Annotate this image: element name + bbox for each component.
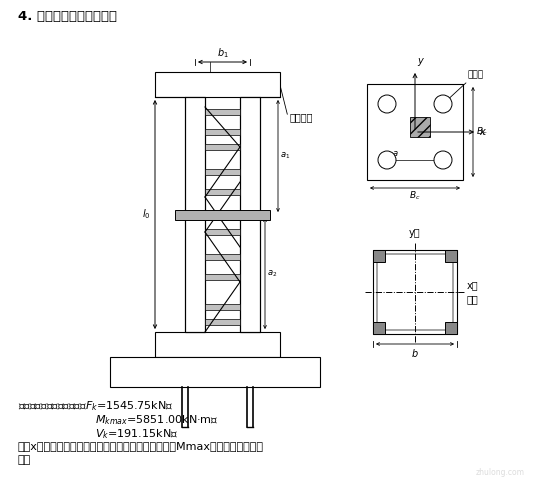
Bar (240, 97, 260, 332)
Bar (367, 84, 463, 180)
Bar (373, 322, 385, 334)
Bar (205, 274, 240, 280)
Bar (373, 250, 385, 262)
Text: 作用于承台顶面的作用力：$F_k$=1545.75kN；: 作用于承台顶面的作用力：$F_k$=1545.75kN； (18, 399, 173, 413)
Text: $M_{kmax}$=5851.00kN·m；: $M_{kmax}$=5851.00kN·m； (95, 413, 218, 427)
Text: y轴: y轴 (409, 228, 421, 238)
Text: $B_c$: $B_c$ (476, 126, 488, 138)
Bar (110, 357, 320, 387)
Bar (185, 97, 205, 332)
Bar (373, 250, 457, 334)
Text: $b$: $b$ (411, 347, 419, 359)
Bar (205, 109, 240, 115)
Bar (155, 332, 280, 357)
Circle shape (434, 95, 452, 113)
Text: x轴: x轴 (467, 280, 479, 290)
Bar (185, 97, 205, 332)
Bar (410, 117, 430, 137)
Text: $a_1$: $a_1$ (280, 151, 290, 161)
Bar (185, 97, 205, 332)
Bar (205, 229, 240, 235)
Text: 算。: 算。 (18, 455, 31, 465)
Circle shape (378, 151, 396, 169)
Bar (240, 97, 260, 332)
Text: $y$: $y$ (417, 56, 425, 68)
Bar (445, 322, 457, 334)
Bar (175, 210, 270, 220)
Text: $B_c$: $B_c$ (409, 190, 421, 203)
Text: $a_2$: $a_2$ (267, 268, 277, 279)
Bar (155, 72, 280, 97)
Text: 弦条: 弦条 (467, 294, 479, 304)
Text: 塔吊承台: 塔吊承台 (290, 112, 314, 122)
Text: $x$: $x$ (479, 127, 487, 137)
Bar (205, 254, 240, 260)
Bar (205, 129, 240, 135)
Text: 4. 每根格构柱的受力计算: 4. 每根格构柱的受力计算 (18, 10, 117, 23)
Bar (240, 97, 260, 332)
Text: zhulong.com: zhulong.com (475, 468, 525, 477)
Text: 图中x轴的方向是随时变化的，计算时应按照倾覆力矩Mmax最不利方向进行验: 图中x轴的方向是随时变化的，计算时应按照倾覆力矩Mmax最不利方向进行验 (18, 441, 264, 451)
Bar (445, 250, 457, 262)
Circle shape (378, 95, 396, 113)
Bar (205, 169, 240, 175)
Bar (205, 304, 240, 310)
Text: $b_1$: $b_1$ (217, 46, 228, 60)
Text: $a$: $a$ (392, 149, 399, 158)
Bar (205, 189, 240, 195)
Text: $V_k$=191.15kN；: $V_k$=191.15kN； (95, 427, 178, 441)
Bar (205, 144, 240, 150)
Bar (205, 319, 240, 325)
Text: $l_0$: $l_0$ (142, 207, 151, 222)
Bar (205, 214, 240, 220)
Text: 灌注桩: 灌注桩 (468, 70, 484, 79)
Circle shape (434, 151, 452, 169)
